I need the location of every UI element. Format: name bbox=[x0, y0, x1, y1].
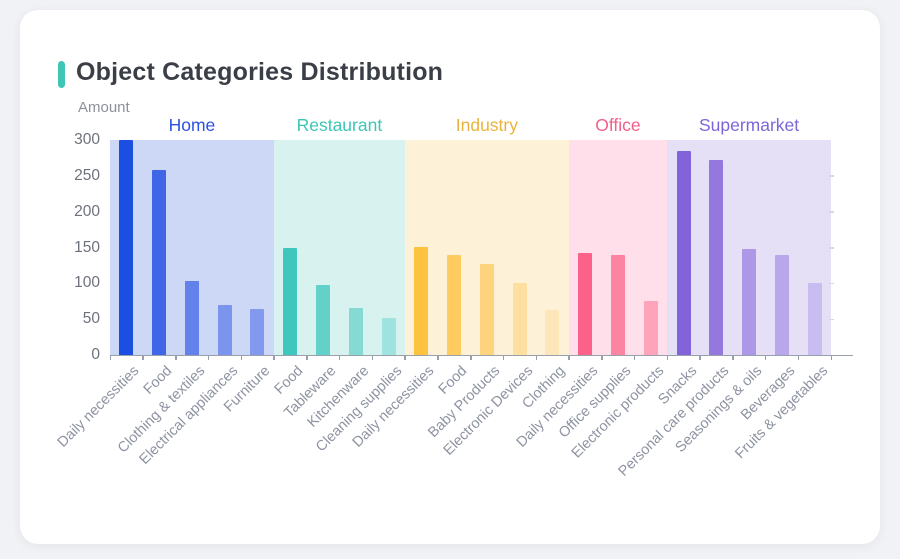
bar-home-2[interactable] bbox=[152, 170, 167, 355]
bar-restaurant-3[interactable] bbox=[348, 308, 363, 355]
x-axis-tick bbox=[338, 355, 341, 360]
chart-card: Object Categories Distribution Amount Ho… bbox=[20, 10, 880, 544]
group-label-supermarket: Supermarket bbox=[698, 115, 800, 135]
group-label-home: Home bbox=[168, 115, 216, 135]
bar-office-3[interactable] bbox=[643, 301, 658, 355]
bar-office-2[interactable] bbox=[610, 255, 625, 355]
x-axis-tick bbox=[830, 355, 832, 360]
x-axis-line bbox=[110, 354, 853, 356]
x-axis-tick bbox=[306, 355, 308, 360]
right-axis-tick bbox=[829, 282, 834, 285]
x-axis-tick bbox=[699, 355, 701, 360]
bar-restaurant-1[interactable] bbox=[283, 248, 298, 355]
x-axis-tick bbox=[633, 355, 636, 360]
group-label-industry: Industry bbox=[455, 115, 518, 135]
y-axis-label: 150 bbox=[74, 238, 100, 256]
x-axis-tick bbox=[666, 355, 669, 360]
x-axis-tick bbox=[601, 355, 603, 360]
group-label-restaurant: Restaurant bbox=[296, 115, 383, 135]
right-axis-tick bbox=[829, 318, 834, 321]
chart-title: Object Categories Distribution bbox=[76, 58, 444, 86]
x-axis-tick bbox=[437, 355, 439, 360]
bar-supermarket-5[interactable] bbox=[807, 282, 822, 355]
y-axis-label: 300 bbox=[74, 131, 100, 148]
right-axis-tick bbox=[829, 175, 834, 177]
x-axis-tick bbox=[535, 355, 538, 360]
group-label-office: Office bbox=[595, 115, 641, 135]
bar-industry-4[interactable] bbox=[512, 283, 527, 355]
x-axis-tick bbox=[797, 355, 800, 360]
bar-restaurant-4[interactable] bbox=[381, 318, 396, 355]
y-axis-name: Amount bbox=[78, 99, 130, 116]
x-axis-tick bbox=[568, 355, 570, 360]
plot-area: Home Daily necessities Food Clothing & text… bbox=[55, 115, 853, 480]
bar-home-1[interactable] bbox=[119, 140, 134, 355]
y-axis-label: 100 bbox=[74, 274, 100, 292]
bar-supermarket-1[interactable] bbox=[676, 150, 691, 355]
bar-supermarket-3[interactable] bbox=[742, 248, 757, 355]
bar-supermarket-2[interactable] bbox=[709, 160, 724, 355]
bar-industry-1[interactable] bbox=[414, 246, 429, 355]
y-axis-label: 50 bbox=[82, 310, 100, 328]
x-axis-tick bbox=[142, 355, 144, 360]
bar-office-1[interactable] bbox=[578, 252, 593, 355]
y-axis-label: 250 bbox=[74, 166, 100, 184]
bar-home-4[interactable] bbox=[217, 304, 232, 355]
bar-restaurant-2[interactable] bbox=[316, 285, 331, 355]
bar-industry-5[interactable] bbox=[545, 309, 560, 355]
right-axis-tick bbox=[829, 211, 834, 213]
bar-supermarket-4[interactable] bbox=[774, 254, 789, 355]
x-axis-tick bbox=[732, 355, 734, 360]
x-axis-tick bbox=[502, 355, 505, 360]
x-axis-tick bbox=[371, 355, 374, 360]
bar-home-5[interactable] bbox=[250, 309, 265, 355]
title-accent-bar bbox=[58, 61, 65, 88]
bar-home-3[interactable] bbox=[184, 281, 199, 355]
x-axis-tick bbox=[109, 355, 111, 360]
x-axis-tick bbox=[470, 355, 472, 360]
bar-industry-3[interactable] bbox=[479, 263, 494, 355]
x-axis-tick bbox=[175, 355, 177, 360]
y-axis-label: 200 bbox=[74, 202, 100, 220]
x-axis-tick bbox=[273, 355, 275, 360]
x-axis-tick bbox=[404, 355, 406, 360]
x-axis-tick bbox=[240, 355, 243, 360]
y-axis-label: 0 bbox=[91, 346, 100, 363]
x-axis-tick bbox=[207, 355, 210, 360]
bar-industry-2[interactable] bbox=[447, 255, 462, 355]
right-axis-tick bbox=[829, 247, 834, 249]
x-axis-tick bbox=[764, 355, 767, 360]
